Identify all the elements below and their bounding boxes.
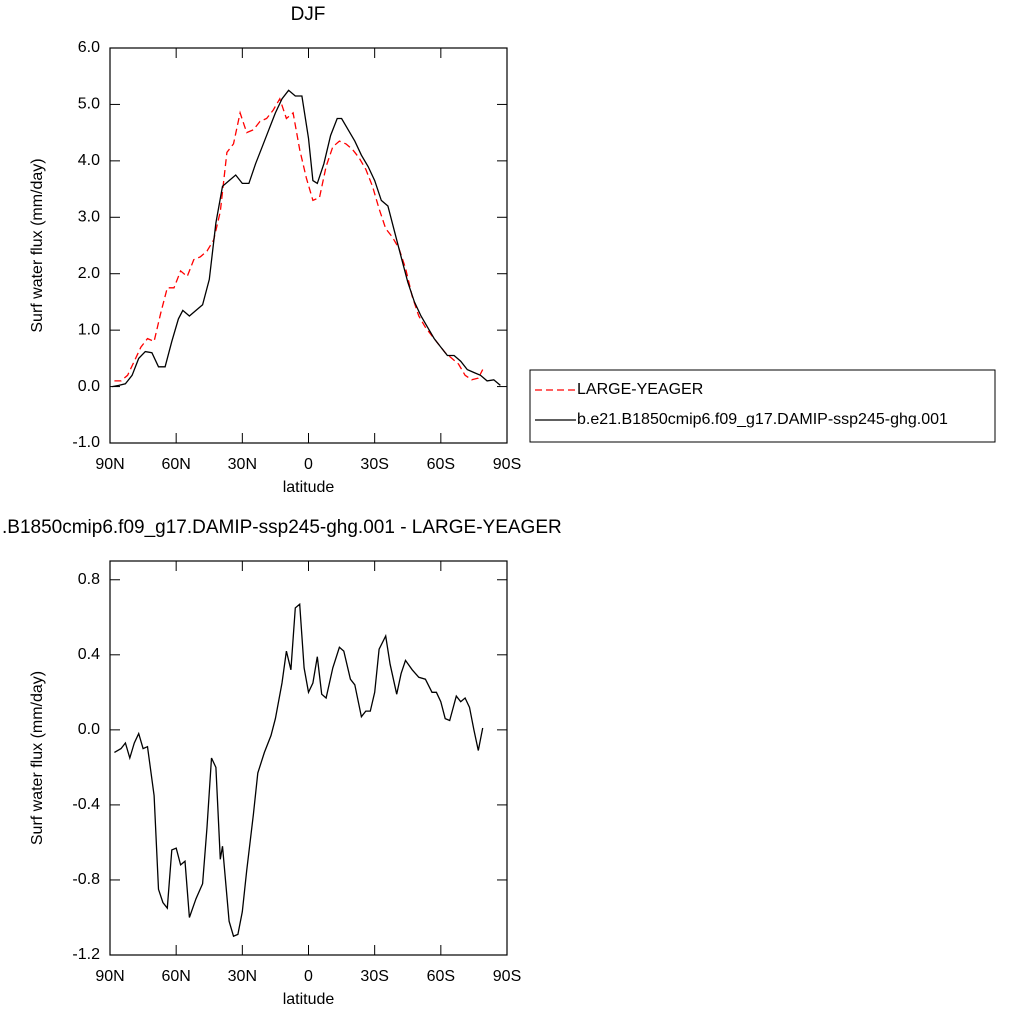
legend-label: b.e21.B1850cmip6.f09_g17.DAMIP-ssp245-gh… <box>577 411 948 428</box>
data-line <box>114 602 484 938</box>
y-tick-label: -1.2 <box>72 946 100 963</box>
y-tick-label: 0.0 <box>78 378 100 395</box>
x-axis-label: latitude <box>283 991 335 1008</box>
y-axis-label: Surf water flux (mm/day) <box>29 671 46 845</box>
legend-box <box>529 369 996 443</box>
chart-title: .B1850cmip6.f09_g17.DAMIP-ssp245-ghg.001… <box>2 517 562 538</box>
y-axis-label: Surf water flux (mm/day) <box>29 158 46 332</box>
x-tick-label: 90S <box>493 968 521 985</box>
x-tick-label: 30S <box>360 456 388 473</box>
y-tick-label: 1.0 <box>78 321 100 338</box>
y-tick-label: 0.0 <box>78 721 100 738</box>
chart-title: DJF <box>291 4 326 25</box>
x-tick-label: 90N <box>95 968 124 985</box>
x-tick-label: 0 <box>304 456 313 473</box>
data-line <box>112 89 501 388</box>
y-tick-label: -0.8 <box>72 871 100 888</box>
y-tick-label: 0.4 <box>78 646 100 663</box>
x-tick-label: 90S <box>493 456 521 473</box>
x-axis-label: latitude <box>283 479 335 496</box>
y-tick-label: -1.0 <box>72 434 100 451</box>
y-tick-label: 0.8 <box>78 571 100 588</box>
x-tick-label: 30S <box>360 968 388 985</box>
x-tick-label: 60S <box>427 456 455 473</box>
y-tick-label: 3.0 <box>78 209 100 226</box>
plot-frame <box>109 560 508 956</box>
x-tick-label: 30N <box>228 456 257 473</box>
y-tick-label: 2.0 <box>78 265 100 282</box>
x-tick-label: 30N <box>228 968 257 985</box>
data-line <box>114 97 484 382</box>
y-tick-label: -0.4 <box>72 796 100 813</box>
y-tick-label: 6.0 <box>78 39 100 56</box>
y-tick-label: 5.0 <box>78 96 100 113</box>
x-tick-label: 90N <box>95 456 124 473</box>
y-tick-label: 4.0 <box>78 152 100 169</box>
x-tick-label: 60N <box>161 456 190 473</box>
x-tick-label: 60S <box>427 968 455 985</box>
legend-label: LARGE-YEAGER <box>577 381 703 398</box>
x-tick-label: 0 <box>304 968 313 985</box>
x-tick-label: 60N <box>161 968 190 985</box>
plot-frame <box>109 47 508 444</box>
